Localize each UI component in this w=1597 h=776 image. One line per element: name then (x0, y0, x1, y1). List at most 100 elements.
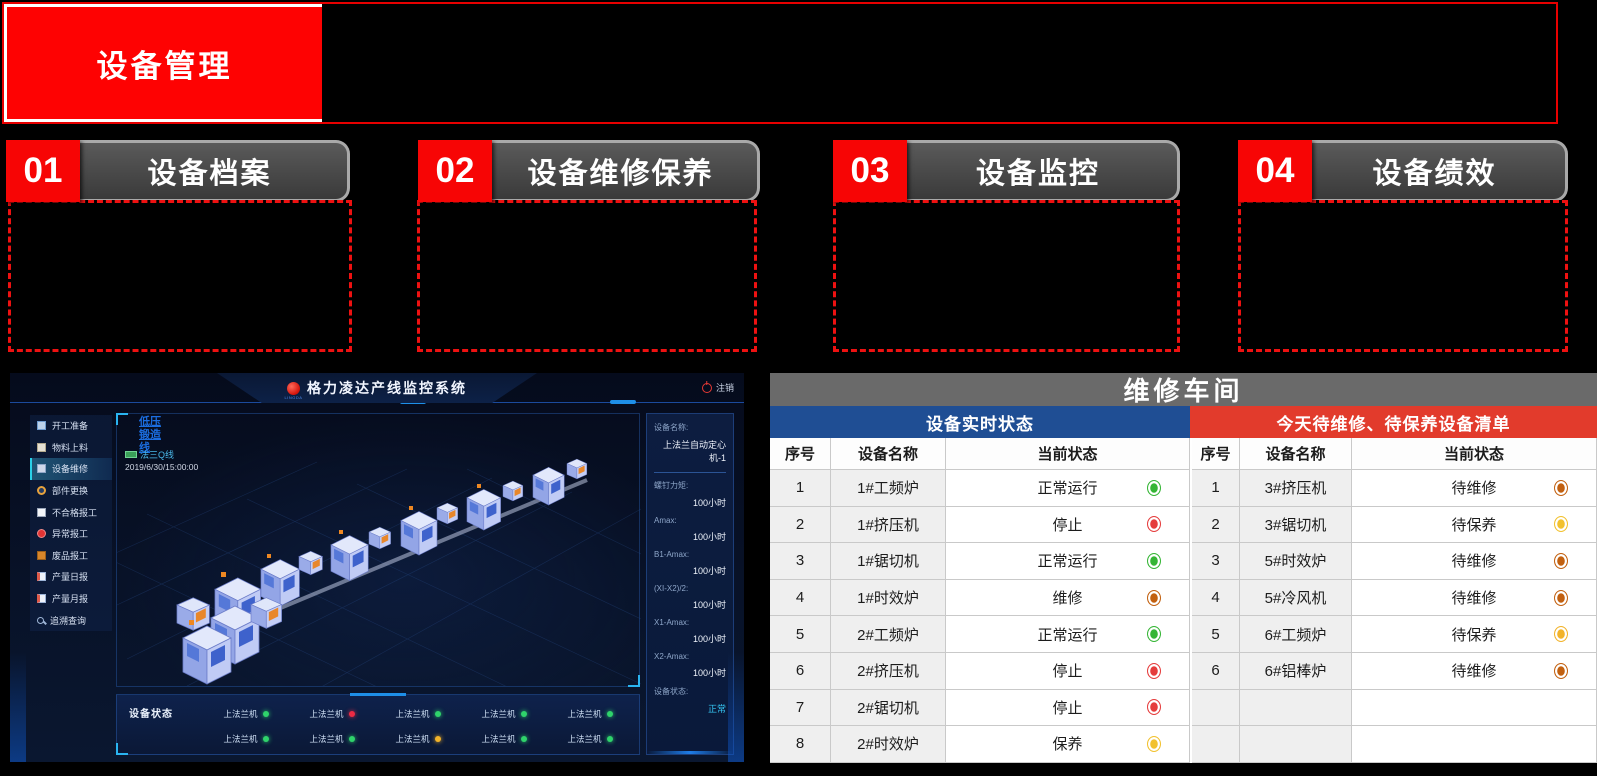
device-name: 3#锯切机 (1240, 506, 1352, 544)
tab-label: 设备绩效 (1304, 140, 1568, 202)
field-value: 上法兰自动定心机-1 (662, 440, 726, 463)
status-grid: 上法兰机 上法兰机 上法兰机 上法兰机 上法兰机 上法兰机 上法兰机 上法兰机 … (203, 701, 633, 751)
row-number: 7 (770, 689, 831, 727)
alert-icon (37, 529, 46, 539)
machine-name: 上法兰机 (309, 733, 344, 744)
status-dot-icon (606, 735, 613, 742)
sidebar-label: 产量月报 (52, 594, 89, 605)
status-text: 待维修 (1451, 590, 1497, 608)
tab-number: 01 (6, 140, 80, 202)
sidebar-item-material-loading[interactable]: 物料上料 (30, 437, 112, 459)
tab-performance[interactable]: 04 设备绩效 (1238, 140, 1568, 202)
col-header: 序号 (770, 438, 831, 470)
decorative-glow (728, 652, 744, 762)
device-name: 6#铝棒炉 (1240, 652, 1352, 690)
field-value: 100小时 (692, 668, 726, 678)
repair-workshop-table: 维修车间 设备实时状态 今天待维修、待保养设备清单 序号 设备名称 当前状态 1… (770, 373, 1597, 763)
status-text: 正常运行 (1037, 553, 1098, 571)
sidebar-label: 不合格报工 (52, 507, 98, 518)
realtime-status-header: 设备实时状态 (770, 406, 1190, 438)
field-value: 正常 (707, 704, 726, 714)
material-loading-icon (37, 442, 46, 452)
status-text: 正常运行 (1037, 480, 1098, 498)
field-label: X2-Amax: (654, 652, 690, 661)
search-icon (37, 616, 44, 624)
status-dot-icon (1554, 662, 1568, 679)
status-item: 上法兰机 (461, 701, 547, 726)
sidebar-item-monthly-output[interactable]: 产量月报 (30, 588, 112, 610)
monthly-report-icon (37, 594, 46, 604)
status-text: 停止 (1052, 699, 1083, 717)
field-value: 100小时 (692, 498, 726, 508)
tab-monitoring[interactable]: 03 设备监控 (833, 140, 1180, 202)
sidebar-item-scrap-report[interactable]: 废品报工 (30, 545, 112, 567)
status-text: 待维修 (1451, 663, 1497, 681)
machine-name: 上法兰机 (481, 733, 516, 744)
field-label: 螺钉力矩: (654, 481, 689, 490)
device-status: 待维修 (1352, 470, 1597, 507)
status-dot-icon (348, 735, 355, 742)
scene-legend: 法三Q线 2019/6/30/15:00:00 (125, 448, 198, 472)
row-number: 3 (1192, 543, 1240, 580)
sidebar-label: 废品报工 (52, 550, 89, 561)
device-status: 保养 (946, 726, 1190, 763)
status-panel-title: 设备状态 (129, 709, 173, 720)
status-dot-icon (434, 710, 441, 717)
device-status: 待维修 (1352, 543, 1597, 580)
machine-name: 上法兰机 (567, 733, 602, 744)
row-number: 6 (770, 652, 831, 690)
lingda-logo-icon (287, 381, 300, 395)
page-title-box: 设备管理 (4, 4, 322, 122)
machine-name: 上法兰机 (223, 733, 258, 744)
device-name: 5#时效炉 (1240, 543, 1352, 580)
sidebar-item-reject-report[interactable]: 不合格报工 (30, 501, 112, 523)
row-number (1192, 689, 1240, 727)
table-row: 1 3#挤压机 待维修 (1192, 470, 1597, 507)
sidebar-label: 产量日报 (52, 572, 89, 583)
device-name (1240, 726, 1352, 763)
tab-maintenance[interactable]: 02 设备维修保养 (418, 140, 760, 202)
device-name: 2#工频炉 (831, 616, 946, 653)
logout-button[interactable]: 注销 (701, 381, 734, 394)
status-dot-icon (262, 735, 269, 742)
table-row: 4 1#时效炉 维修 (770, 579, 1190, 617)
clipboard-icon (37, 421, 46, 431)
status-text: 停止 (1052, 663, 1083, 681)
field-label: B1-Amax: (654, 550, 690, 559)
line-name-part: 锻造 (139, 429, 161, 441)
row-number: 1 (1192, 470, 1240, 507)
status-dot-icon (1147, 626, 1161, 643)
sidebar-label: 物料上料 (52, 442, 89, 453)
placeholder-box-1 (8, 200, 352, 352)
reject-report-icon (37, 507, 46, 517)
status-dot-icon (1554, 516, 1568, 533)
status-dot-icon (1554, 552, 1568, 569)
device-name: 3#挤压机 (1240, 470, 1352, 507)
sidebar-item-equipment-repair[interactable]: 设备维修 (30, 458, 112, 480)
scrap-icon (37, 550, 46, 560)
status-dot-icon (1554, 479, 1568, 496)
device-name: 2#时效炉 (831, 726, 946, 763)
sidebar-item-start-prep[interactable]: 开工准备 (30, 415, 112, 437)
status-dot-icon (1147, 589, 1161, 606)
machine-name: 上法兰机 (567, 708, 602, 719)
sidebar-item-part-replacement[interactable]: 部件更换 (30, 480, 112, 502)
tab-equipment-archive[interactable]: 01 设备档案 (6, 140, 350, 202)
sidebar-item-trace-query[interactable]: 追溯查询 (30, 609, 112, 631)
device-info-panel: 设备名称: 上法兰自动定心机-1 螺钉力矩: 100小时 Amax: 100小时… (646, 413, 734, 755)
col-header: 当前状态 (946, 438, 1190, 470)
field-label: Amax: (654, 516, 677, 525)
status-text: 待保养 (1451, 626, 1497, 644)
tab-label: 设备监控 (899, 140, 1180, 202)
device-name: 1#锯切机 (831, 543, 946, 580)
header-band: 设备管理 (2, 2, 1558, 124)
line-name-part: 线 (139, 442, 150, 454)
column-header-row: 序号 设备名称 当前状态 (1192, 438, 1597, 470)
status-item: 上法兰机 (375, 726, 461, 751)
sidebar-item-abnormal-report[interactable]: 异常报工 (30, 523, 112, 545)
line-label-overlay: 低压 锻造 线 (139, 416, 161, 455)
placeholder-box-3 (833, 200, 1180, 352)
field-label: 设备状态: (654, 687, 689, 696)
sidebar-item-daily-output[interactable]: 产量日报 (30, 566, 112, 588)
